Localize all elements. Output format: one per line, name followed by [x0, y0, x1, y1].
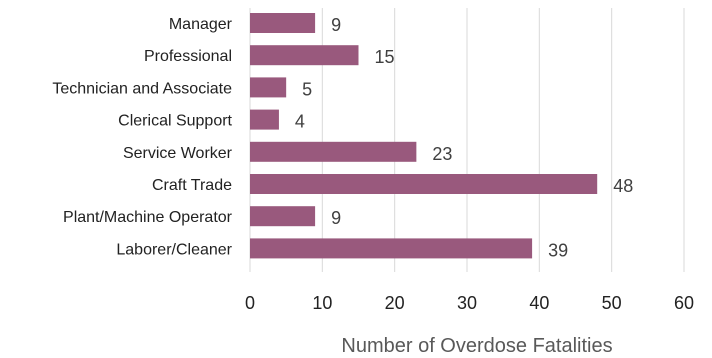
data-label: 15 — [375, 47, 395, 67]
x-tick-label: 50 — [602, 293, 622, 313]
bar — [250, 45, 359, 66]
bar — [250, 109, 279, 130]
category-labels: Manager Professional Technician and Associ… — [52, 16, 232, 258]
x-tick-label: 0 — [245, 293, 255, 313]
x-tick-label: 60 — [674, 293, 694, 313]
category-label: Technician and Associate — [52, 80, 232, 97]
data-label: 5 — [302, 79, 312, 99]
data-label: 4 — [295, 112, 305, 132]
bar — [250, 141, 417, 162]
bar — [250, 174, 598, 194]
category-label: Service Worker — [123, 145, 233, 162]
value-labels: 9 15 5 4 23 48 9 39 — [295, 15, 633, 260]
bar — [250, 238, 533, 259]
category-label: Clerical Support — [118, 113, 232, 130]
category-label: Professional — [144, 48, 232, 65]
x-tick-label: 20 — [385, 293, 405, 313]
bar — [250, 206, 316, 227]
bar — [250, 13, 316, 33]
x-tick-label: 40 — [529, 293, 549, 313]
data-label: 9 — [331, 15, 341, 35]
x-axis-title: Number of Overdose Fatalities — [341, 335, 612, 357]
category-label: Manager — [169, 16, 233, 33]
category-label: Laborer/Cleaner — [116, 241, 232, 258]
data-label: 39 — [548, 240, 568, 260]
x-tick-label: 30 — [457, 293, 477, 313]
category-label: Craft Trade — [152, 177, 232, 194]
category-label: Plant/Machine Operator — [63, 209, 233, 226]
data-label: 23 — [432, 144, 452, 164]
bar — [250, 77, 287, 98]
data-label: 9 — [331, 208, 341, 228]
data-label: 48 — [613, 176, 633, 196]
x-tick-labels: 0 10 20 30 40 50 60 — [245, 293, 694, 313]
x-tick-label: 10 — [312, 293, 332, 313]
bars — [250, 13, 598, 259]
